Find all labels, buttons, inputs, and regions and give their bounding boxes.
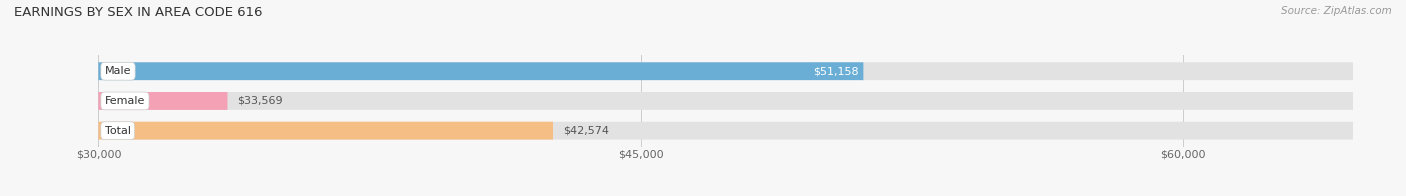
FancyBboxPatch shape (110, 92, 1353, 110)
FancyBboxPatch shape (98, 62, 863, 80)
FancyBboxPatch shape (98, 92, 228, 110)
Text: Total: Total (105, 126, 131, 136)
FancyBboxPatch shape (98, 122, 553, 140)
Text: $33,569: $33,569 (238, 96, 283, 106)
Text: Source: ZipAtlas.com: Source: ZipAtlas.com (1281, 6, 1392, 16)
Text: Female: Female (105, 96, 145, 106)
Text: $51,158: $51,158 (813, 66, 858, 76)
Text: $42,574: $42,574 (564, 126, 609, 136)
Text: Male: Male (105, 66, 131, 76)
FancyBboxPatch shape (110, 122, 1353, 140)
FancyBboxPatch shape (110, 62, 1353, 80)
Text: EARNINGS BY SEX IN AREA CODE 616: EARNINGS BY SEX IN AREA CODE 616 (14, 6, 263, 19)
